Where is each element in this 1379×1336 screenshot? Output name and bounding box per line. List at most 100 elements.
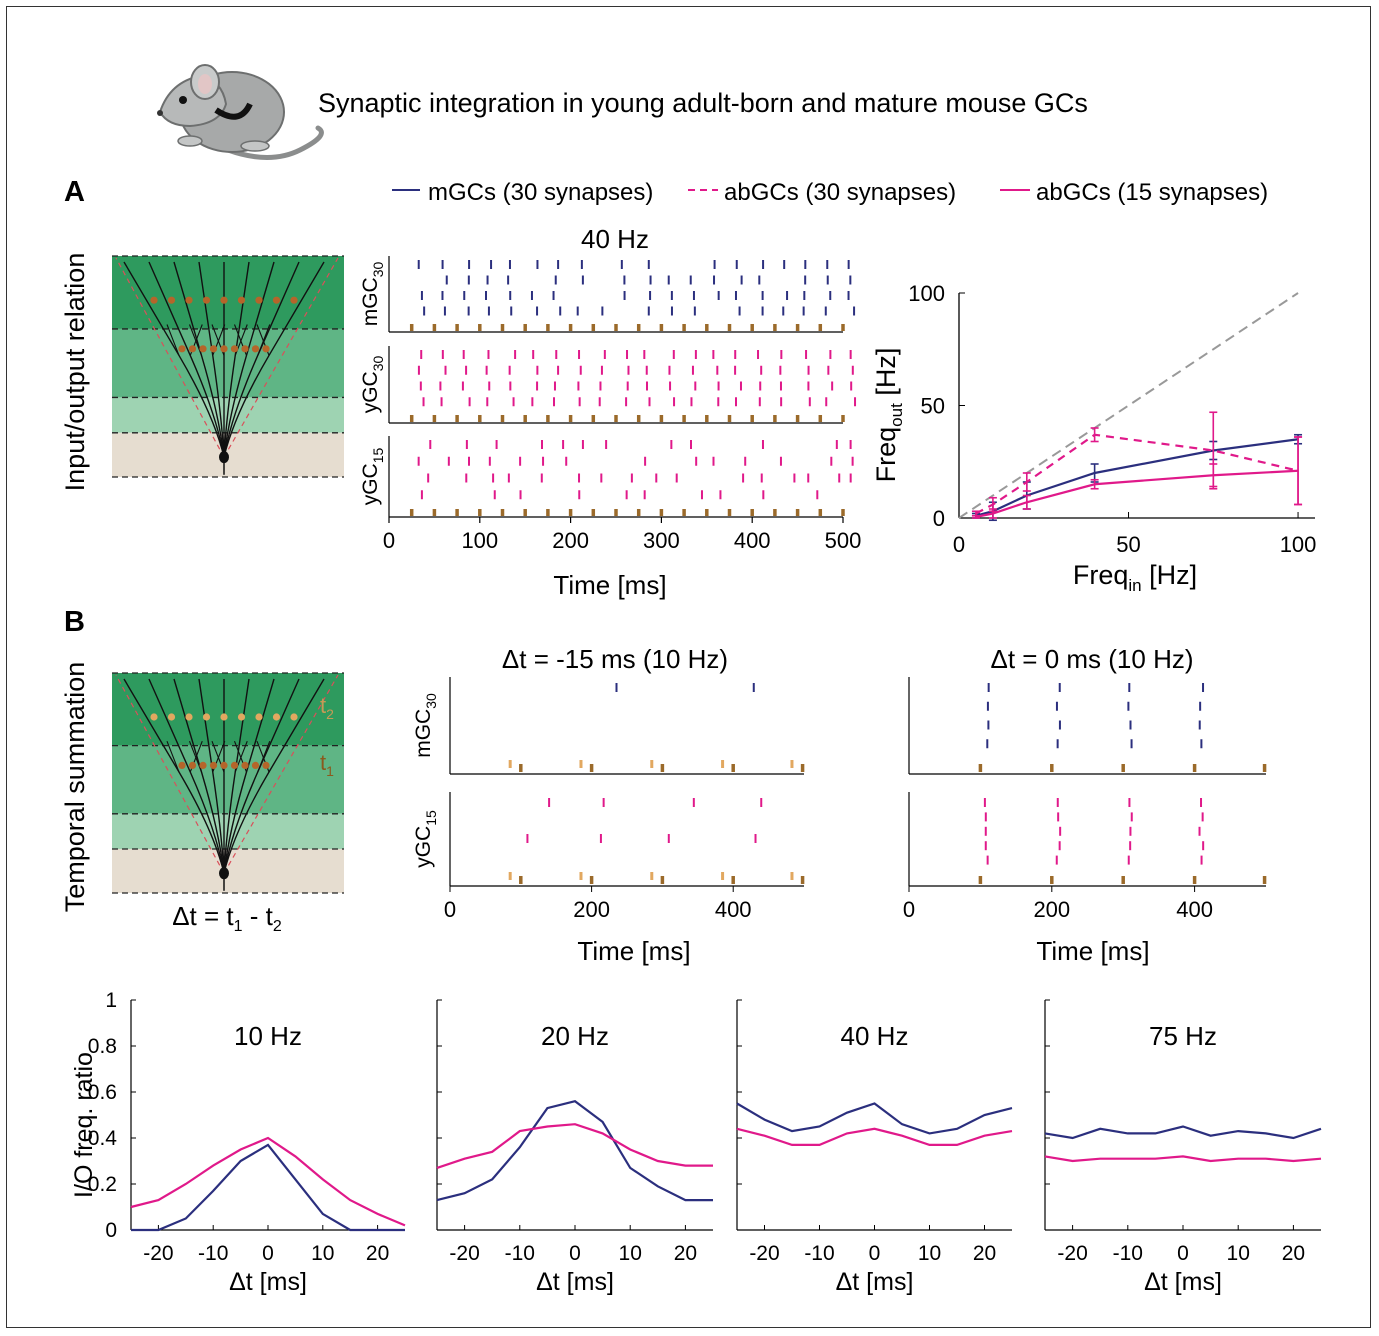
ratio-xtick-label: 10 bbox=[619, 1242, 642, 1265]
raster-a-xlabel: Time [ms] bbox=[553, 570, 666, 600]
ratio-plot-title: 10 Hz bbox=[234, 1021, 302, 1051]
ratio-xtick-label: -20 bbox=[143, 1242, 173, 1265]
cone-boundary-left bbox=[115, 257, 225, 458]
dendrite-branch bbox=[223, 678, 250, 874]
ratio-series-line bbox=[436, 1123, 713, 1169]
ratio-xtick-label: 0 bbox=[869, 1242, 881, 1265]
synapse-dot-outer bbox=[150, 296, 158, 304]
ratio-xtick-label: 20 bbox=[1282, 1242, 1305, 1265]
io-ytick-label: 0 bbox=[933, 506, 945, 531]
synapse-dot-middle bbox=[188, 345, 197, 353]
cone-boundary-left bbox=[115, 674, 225, 874]
panel-a-letter: A bbox=[64, 176, 85, 208]
ratio-xtick-label: 0 bbox=[1177, 1242, 1189, 1265]
ratio-series-line bbox=[736, 1127, 1013, 1147]
ratio-xtick-label: 0 bbox=[262, 1242, 274, 1265]
ratio-series-line bbox=[436, 1100, 713, 1202]
dendrite-branch bbox=[198, 678, 225, 874]
cone-boundary-right bbox=[223, 257, 339, 458]
dendrite-twig bbox=[188, 324, 203, 356]
raster-b-title-right: Δt = 0 ms (10 Hz) bbox=[990, 644, 1193, 674]
synapse-dot-outer bbox=[272, 713, 281, 721]
synapse-dot-middle bbox=[199, 345, 207, 353]
synapse-dot-middle bbox=[241, 345, 249, 353]
dendrite-twig bbox=[257, 741, 271, 773]
io-series-line bbox=[975, 438, 1299, 517]
figure-frame bbox=[6, 6, 1371, 1328]
synapse-dot-middle bbox=[188, 761, 197, 770]
synapse-dot-middle bbox=[178, 345, 186, 353]
synapse-dot-outer bbox=[237, 713, 246, 721]
ratio-plot-title: 40 Hz bbox=[841, 1021, 909, 1051]
synapse-dot-outer bbox=[220, 296, 228, 304]
ratio-xtick-label: -20 bbox=[1057, 1242, 1087, 1265]
io-plot-ylabel: Freqout [Hz] bbox=[871, 348, 906, 483]
ratio-xtick-label: -10 bbox=[198, 1242, 228, 1265]
synapse-dot-outer bbox=[202, 713, 211, 721]
io-unity-line bbox=[958, 292, 1299, 519]
molecular-layer-middle bbox=[112, 328, 344, 398]
synapse-dot-outer bbox=[185, 713, 193, 721]
ratio-xlabel: Δt [ms] bbox=[1144, 1268, 1222, 1296]
synapse-dot-outer bbox=[255, 296, 263, 304]
synapse-dot-outer bbox=[220, 713, 228, 721]
dendrite-branch bbox=[198, 261, 225, 458]
raster-b-row-label: mGC30 bbox=[412, 693, 439, 758]
io-xtick-label: 0 bbox=[953, 532, 965, 557]
legend-label-abgc30: abGCs (30 synapses) bbox=[724, 179, 956, 206]
synapse-dot-middle bbox=[251, 761, 260, 770]
ratio-series-line bbox=[130, 1136, 406, 1227]
synapse-dot-outer bbox=[150, 713, 158, 721]
molecular-layer-middle bbox=[112, 745, 344, 814]
raster-a-xtick-label: 300 bbox=[643, 528, 680, 553]
dendrite-branch bbox=[173, 678, 225, 874]
synapse-dot-middle bbox=[230, 345, 239, 353]
synapse-dot-middle bbox=[230, 761, 239, 770]
synapse-dot-middle bbox=[220, 345, 228, 353]
io-ytick-label: 50 bbox=[921, 394, 945, 419]
dt-formula: Δt = t1 - t2 bbox=[172, 901, 282, 935]
synapse-dot-outer bbox=[272, 296, 281, 304]
raster-a-xtick-label: 500 bbox=[825, 528, 862, 553]
io-series-line bbox=[975, 469, 1299, 518]
raster-b-title-left: Δt = -15 ms (10 Hz) bbox=[502, 644, 728, 674]
synapse-dot-middle bbox=[220, 761, 228, 770]
dendrite-branch bbox=[223, 261, 275, 458]
raster-a-xtick-label: 200 bbox=[552, 528, 589, 553]
dendrite-branch bbox=[173, 261, 225, 458]
synapse-dot-middle bbox=[209, 761, 218, 770]
panel-b-letter: B bbox=[64, 606, 85, 638]
legend: mGCs (30 synapses) abGCs (30 synapses) a… bbox=[392, 179, 1268, 206]
soma bbox=[219, 867, 229, 880]
ratio-ytick-label: 1 bbox=[105, 989, 117, 1012]
synapse-dot-middle bbox=[178, 761, 186, 770]
dendritic-tree-illustration-b bbox=[112, 672, 344, 894]
raster-b-xtick-label: 200 bbox=[573, 897, 610, 922]
synapse-dot-middle bbox=[262, 761, 270, 770]
ratio-xtick-label: -10 bbox=[505, 1242, 535, 1265]
ratio-ytick-label: 0.2 bbox=[88, 1173, 117, 1196]
ratio-xtick-label: 10 bbox=[1227, 1242, 1250, 1265]
raster-a-xtick-label: 0 bbox=[383, 528, 395, 553]
io-xtick-label: 50 bbox=[1116, 532, 1140, 557]
ratio-xlabel: Δt [ms] bbox=[229, 1268, 307, 1296]
ratio-xtick-label: -10 bbox=[1113, 1242, 1143, 1265]
raster-a-row-label: mGC30 bbox=[359, 262, 386, 327]
synapse-dot-middle bbox=[251, 345, 260, 353]
dendrite-branch bbox=[223, 261, 250, 458]
raster-a-xtick-label: 400 bbox=[734, 528, 771, 553]
raster-b-xtick-label: 400 bbox=[715, 897, 752, 922]
ratio-xtick-label: 20 bbox=[674, 1242, 697, 1265]
ratio-xlabel: Δt [ms] bbox=[836, 1268, 914, 1296]
dendrite-twig bbox=[257, 324, 271, 356]
figure-title: Synaptic integration in young adult-born… bbox=[318, 88, 1088, 118]
synapse-dot-outer bbox=[237, 296, 246, 304]
synapse-dot-outer bbox=[185, 296, 193, 304]
ratio-plots: 10 Hz 0 0.2 0.4 0.6 0.8 1 -20 -10 0 10 20 Δt [ms] 20 … bbox=[88, 989, 1322, 1296]
cone-boundary-right bbox=[223, 674, 339, 874]
raster-b-xtick-label: 400 bbox=[1176, 897, 1213, 922]
ratio-ytick-label: 0.8 bbox=[88, 1035, 117, 1058]
io-plot: 0 50 100 0 50 100 bbox=[908, 281, 1316, 557]
mouse-icon bbox=[157, 64, 324, 160]
